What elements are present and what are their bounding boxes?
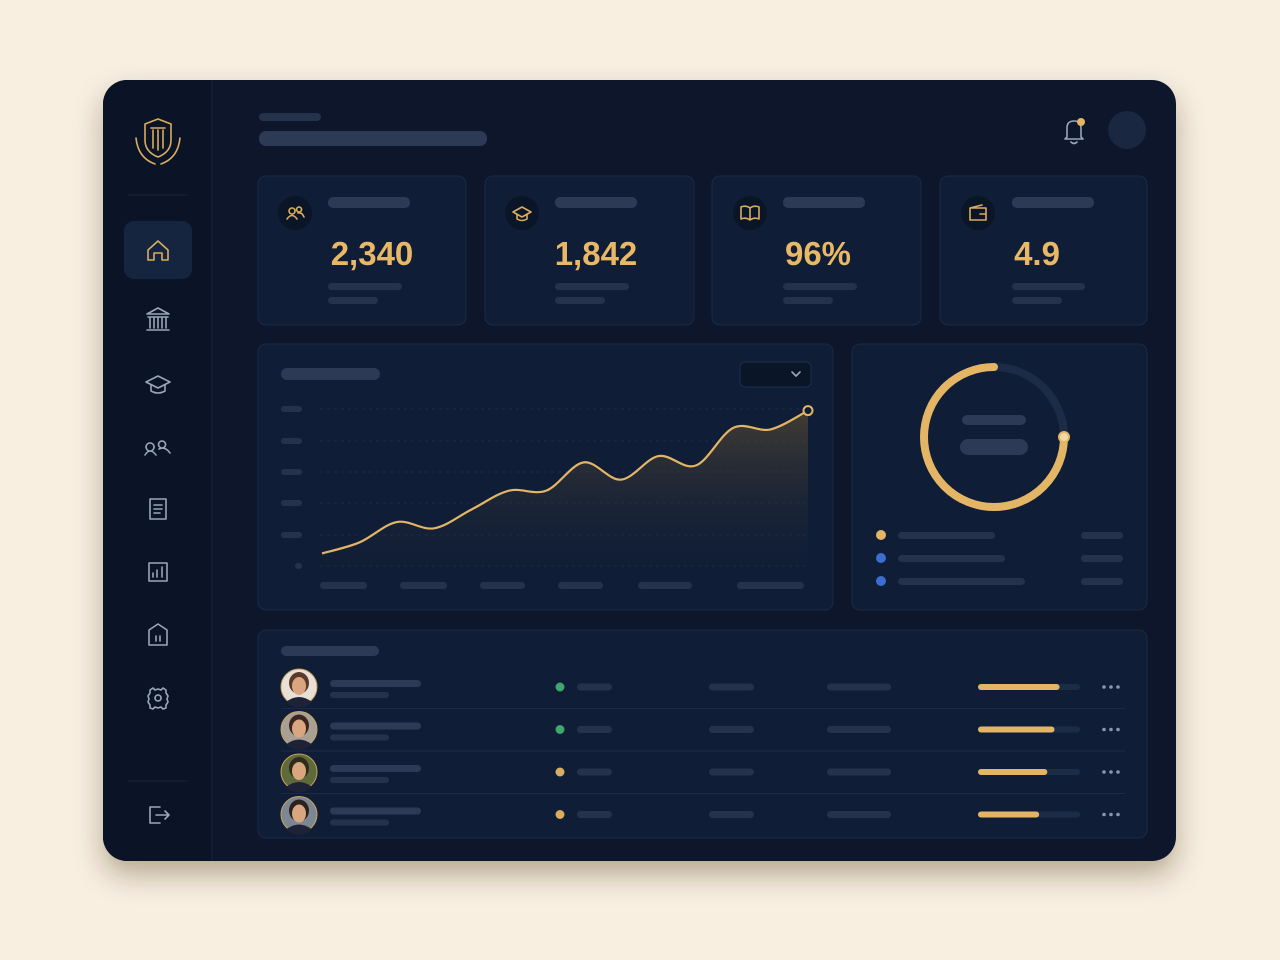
row-avatar-body xyxy=(286,697,312,708)
nav-courses[interactable] xyxy=(145,375,171,394)
row-avatar-body xyxy=(286,824,312,836)
row-avatar-body xyxy=(286,782,312,793)
row-avatar-face xyxy=(292,719,306,738)
progress-fill xyxy=(978,684,1060,690)
nav-documents[interactable] xyxy=(149,498,167,520)
nav-home[interactable] xyxy=(147,240,169,261)
notification-dot xyxy=(1077,118,1085,126)
row-menu-dot xyxy=(1102,812,1106,817)
logout[interactable] xyxy=(149,806,170,824)
row-avatar-face xyxy=(292,762,306,780)
nav-reports[interactable] xyxy=(148,562,168,582)
row-cell-placeholder xyxy=(709,726,754,733)
progress-fill xyxy=(978,726,1055,733)
row-menu-dot xyxy=(1109,727,1113,732)
stat-card: 1,842 xyxy=(484,175,695,326)
trend-area xyxy=(322,410,808,566)
row-avatar-face xyxy=(292,804,306,823)
row-menu-dot xyxy=(1102,770,1106,774)
donut-arc xyxy=(920,363,1068,511)
logo xyxy=(135,118,181,165)
sidebar xyxy=(103,80,212,861)
row-sub-placeholder xyxy=(330,777,389,783)
row-name-placeholder xyxy=(330,722,421,730)
row-menu-dot xyxy=(1102,727,1106,732)
row-status-dot xyxy=(555,682,565,692)
stat-card: 96% xyxy=(711,175,922,326)
row-status-placeholder xyxy=(577,683,612,691)
row-menu-dot xyxy=(1116,727,1120,732)
row-menu-dot xyxy=(1116,685,1120,689)
header-title-placeholder xyxy=(259,131,487,146)
trend-line xyxy=(321,409,809,555)
row-menu-dot xyxy=(1109,812,1113,817)
donut-card xyxy=(851,343,1148,611)
row-cell-placeholder xyxy=(827,768,891,776)
row-sub-placeholder xyxy=(330,819,389,826)
row-cell-placeholder xyxy=(709,683,754,691)
header-subtitle-placeholder xyxy=(259,113,321,121)
nav-campus[interactable] xyxy=(148,623,168,646)
row-status-placeholder xyxy=(577,726,612,733)
stat-value: 1,842 xyxy=(555,235,638,272)
row-status-placeholder xyxy=(577,811,612,818)
row-status-dot xyxy=(555,725,565,734)
stat-value: 4.9 xyxy=(1014,235,1060,272)
row-menu-dot xyxy=(1116,812,1120,817)
notification-bell[interactable] xyxy=(1064,120,1084,145)
row-status-dot xyxy=(555,810,565,819)
row-name-placeholder xyxy=(330,807,421,815)
progress-fill xyxy=(978,811,1040,818)
trend-endpoint xyxy=(802,405,814,417)
row-cell-placeholder xyxy=(709,768,754,776)
row-sub-placeholder xyxy=(330,692,389,698)
stat-card: 4.9 xyxy=(939,175,1148,326)
progress-fill xyxy=(978,769,1048,775)
user-avatar[interactable] xyxy=(1108,111,1146,149)
table-card xyxy=(257,629,1148,839)
row-status-dot xyxy=(555,767,565,777)
row-menu-dot xyxy=(1116,770,1120,774)
row-cell-placeholder xyxy=(827,683,891,691)
row-avatar-face xyxy=(292,677,306,695)
row-avatar-body xyxy=(286,739,312,751)
nav-people[interactable] xyxy=(144,440,171,456)
nav-active-bg xyxy=(124,221,192,279)
row-cell-placeholder xyxy=(709,811,754,818)
row-sub-placeholder xyxy=(330,734,389,741)
nav-settings[interactable] xyxy=(147,687,169,710)
row-menu-dot xyxy=(1102,685,1106,689)
nav-institution[interactable] xyxy=(146,307,170,331)
row-cell-placeholder xyxy=(827,726,891,733)
row-cell-placeholder xyxy=(827,811,891,818)
row-name-placeholder xyxy=(330,765,421,772)
stat-card: 2,340 xyxy=(257,175,467,326)
row-menu-dot xyxy=(1109,685,1113,689)
row-status-placeholder xyxy=(577,768,612,776)
stat-value: 96% xyxy=(785,235,851,272)
row-menu-dot xyxy=(1109,770,1113,774)
row-name-placeholder xyxy=(330,680,421,687)
donut-knob xyxy=(1058,431,1070,443)
stat-value: 2,340 xyxy=(331,235,414,272)
